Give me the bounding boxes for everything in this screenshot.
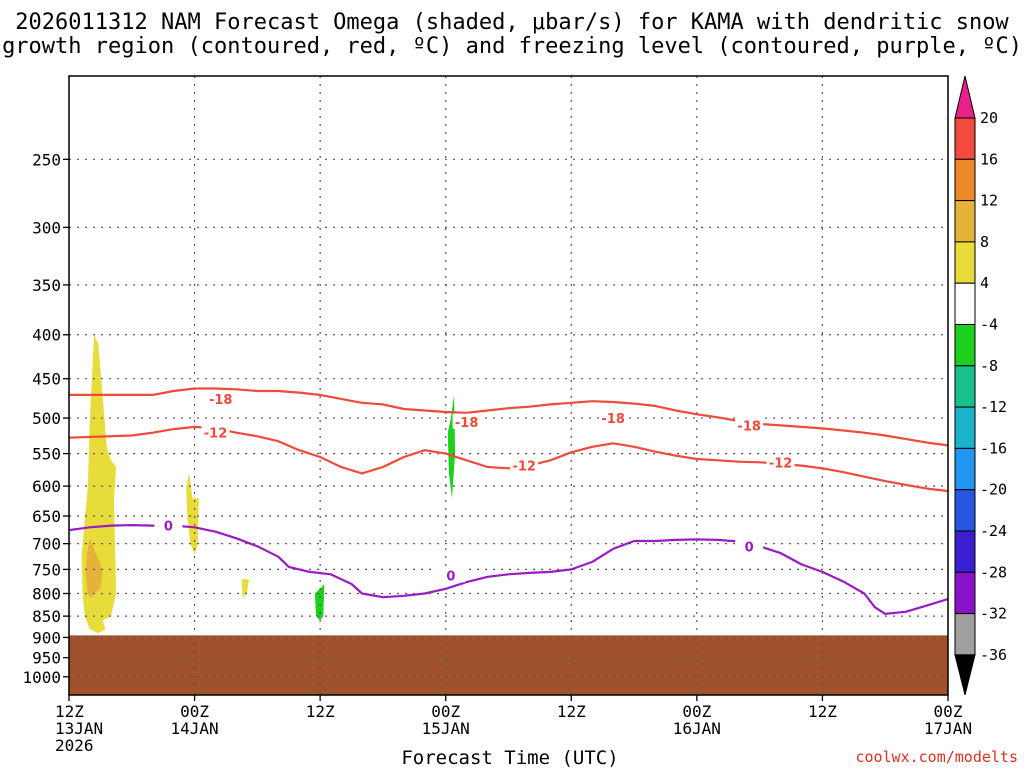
x-tick-label-0-3: 2026 [55,736,94,755]
isotherm-minus-18-label-bg-3 [735,417,764,433]
isotherm-minus-18-line [69,387,948,447]
isotherm-minus-18-label-bg-2 [599,410,628,426]
y-tick-label-300: 300 [32,218,61,237]
isotherm-minus-12-label-1: -12 [512,460,536,475]
isotherm-minus-12-label-bg-2 [766,454,795,470]
x-tick-label-36-2: 15JAN [422,719,470,738]
y-tick-label-450: 450 [32,370,61,389]
colorbar-bin-7 [954,406,976,449]
x-tick-label-12-2: 14JAN [170,719,218,738]
isotherm-minus-18-label-1: -18 [455,416,479,431]
colorbar-bin-4 [954,282,976,326]
freezing-level-label-bg-2 [735,538,764,554]
y-tick-label-800: 800 [32,584,61,603]
isotherm-minus-18-label-3: -18 [737,419,761,434]
colorbar-bin-9 [954,489,976,532]
colorbar-bin-2 [954,200,976,243]
x-tick-label-12-1: 00Z [180,702,209,721]
colorbar-bin-12 [954,613,976,656]
colorbar-label-11: -28 [980,563,1007,581]
isotherm-minus-12-label-bg-0 [201,424,230,440]
isotherm-minus-12-label-0: -12 [204,427,228,442]
isotherm-minus-12-label-bg-1 [510,457,539,473]
colorbar-lower-arrow [954,654,976,696]
isotherm-minus-18-label-0: -18 [209,393,233,408]
y-tick-label-750: 750 [32,560,61,579]
colorbar-bin-11 [954,571,976,615]
colorbar-bin-8 [954,447,976,491]
colorbar-label-2: 12 [980,192,998,210]
chart-title-line1: 2026011312 NAM Forecast Omega (shaded, μ… [15,10,1009,35]
colorbar-label-4: 4 [980,274,989,292]
y-tick-label-1000: 1000 [22,668,61,687]
axes: 250 300 350 400 450 500 550 600 650 700 750 800 850 9… [22,75,972,755]
colorbar-bin-0 [954,117,976,160]
plot-area: -18 -18 -18 -18 -12 -12 -12 0 0 0 [69,76,948,695]
y-tick-label-400: 400 [32,326,61,345]
colorbar-label-9: -20 [980,481,1007,499]
isotherm-minus-12-label-2: -12 [769,456,793,471]
y-tick-label-500: 500 [32,409,61,428]
y-tick-label-650: 650 [32,507,61,526]
y-tick-label-850: 850 [32,607,61,626]
colorbar-bin-5 [954,324,976,367]
x-tick-label-0-1: 12Z [55,702,84,721]
colorbar-label-1: 16 [980,150,998,168]
colorbar-label-12: -32 [980,605,1007,623]
colorbar-label-6: -8 [980,357,998,375]
colorbar-label-0: 20 [980,109,998,127]
colorbar-label-3: 8 [980,233,989,251]
x-tick-label-48-1: 12Z [557,702,586,721]
colorbar-bin-1 [954,158,976,202]
y-tick-label-550: 550 [32,445,61,464]
colorbar-label-10: -24 [980,522,1007,540]
freezing-level-label-bg-0 [154,517,183,533]
x-tick-label-84-1: 00Z [934,702,963,721]
isotherm-minus-18-label-2: -18 [601,412,625,427]
x-tick-label-60-2: 16JAN [673,719,721,738]
freezing-level-label-2: 0 [745,540,754,555]
isotherm-minus-18-label-bg-1 [452,413,481,429]
y-tick-label-900: 900 [32,628,61,647]
freezing-level-label-bg-1 [436,567,465,583]
x-tick-label-0-2: 13JAN [55,719,103,738]
x-tick-label-60-1: 00Z [682,702,711,721]
credit-text: coolwx.com/modelts [855,748,1018,766]
colorbar-label-13: -36 [980,646,1007,664]
colorbar-label-7: -12 [980,398,1007,416]
colorbar-bin-3 [954,241,976,284]
x-tick-label-36-1: 00Z [431,702,460,721]
colorbar-bin-6 [954,365,976,408]
y-tick-label-700: 700 [32,535,61,554]
colorbar: 20 16 12 8 4 -4 -8 -12 -16 -20 -24 -28 -32 -36 [954,75,1007,696]
freezing-level-label-0: 0 [164,520,173,535]
x-tick-label-24-1: 12Z [306,702,335,721]
rising-motion-small [241,579,249,599]
isotherm-minus-18-label-bg-0 [206,390,235,406]
y-tick-label-950: 950 [32,649,61,668]
terrain-fill [69,635,948,695]
y-tick-label-600: 600 [32,477,61,496]
x-tick-label-84-2: 17JAN [924,719,972,738]
rising-motion-core [85,538,103,599]
x-axis-label: Forecast Time (UTC) [401,747,618,768]
colorbar-bin-10 [954,530,976,573]
plot-frame [68,75,949,696]
colorbar-label-8: -16 [980,439,1007,457]
y-tick-label-350: 350 [32,276,61,295]
chart-title-line2: growth region (contoured, red, ºC) and f… [2,34,1022,59]
freezing-level-line [69,523,948,616]
freezing-level-label-1: 0 [446,569,455,584]
x-tick-label-72-1: 12Z [808,702,837,721]
colorbar-label-5: -4 [980,316,998,334]
rising-motion-upper [186,473,199,555]
y-tick-label-250: 250 [32,150,61,169]
